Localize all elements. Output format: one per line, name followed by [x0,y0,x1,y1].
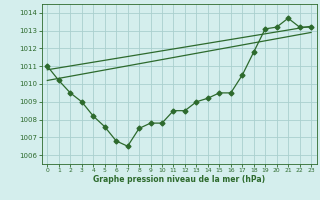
X-axis label: Graphe pression niveau de la mer (hPa): Graphe pression niveau de la mer (hPa) [93,175,265,184]
